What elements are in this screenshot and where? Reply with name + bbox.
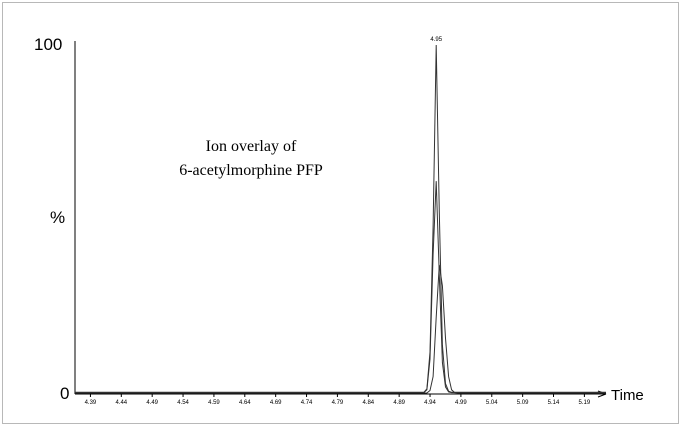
x-tick-label: 4.84 (362, 400, 374, 406)
x-tick-label: 4.64 (239, 400, 251, 406)
x-tick-label: 4.99 (455, 400, 467, 406)
x-tick-label: 4.39 (85, 400, 97, 406)
x-tick-label: 4.54 (177, 400, 189, 406)
x-tick-label: 4.44 (115, 400, 127, 406)
x-tick-label: 4.59 (208, 400, 220, 406)
x-tick-label: 5.19 (579, 400, 591, 406)
y-tick-label-0: 0 (60, 384, 69, 403)
series-group (75, 44, 606, 394)
x-tick-label: 5.04 (486, 400, 498, 406)
x-tick-label: 5.14 (548, 400, 560, 406)
x-axis-arrow-lower (597, 393, 607, 398)
x-axis-label: Time (611, 387, 644, 404)
x-tick-label: 4.89 (393, 400, 405, 406)
chromatogram-chart: Ion overlay of 6-acetylmorphine PFP 100 … (34, 35, 644, 406)
x-tick-label: 4.69 (270, 400, 282, 406)
x-ticks: 4.39 4.44 4.49 4.54 4.59 4.64 4.69 4.74 4.79 4.84… (85, 394, 591, 406)
annotation-line-2: 6-acetylmorphine PFP (179, 162, 323, 179)
x-tick-label: 4.94 (424, 400, 436, 406)
series-line-1 (75, 44, 606, 393)
x-tick-label: 4.79 (332, 400, 344, 406)
x-tick-label: 5.09 (517, 400, 529, 406)
y-tick-label-percent: % (50, 208, 65, 227)
series-line-2 (75, 181, 606, 394)
x-tick-label: 4.74 (301, 400, 313, 406)
y-tick-label-100: 100 (34, 35, 62, 54)
chart-frame: Ion overlay of 6-acetylmorphine PFP 100 … (2, 2, 679, 424)
peak-label: 4.95 (430, 37, 442, 43)
annotation-line-1: Ion overlay of (206, 138, 297, 155)
series-line-3 (75, 264, 606, 394)
x-tick-label: 4.49 (146, 400, 158, 406)
